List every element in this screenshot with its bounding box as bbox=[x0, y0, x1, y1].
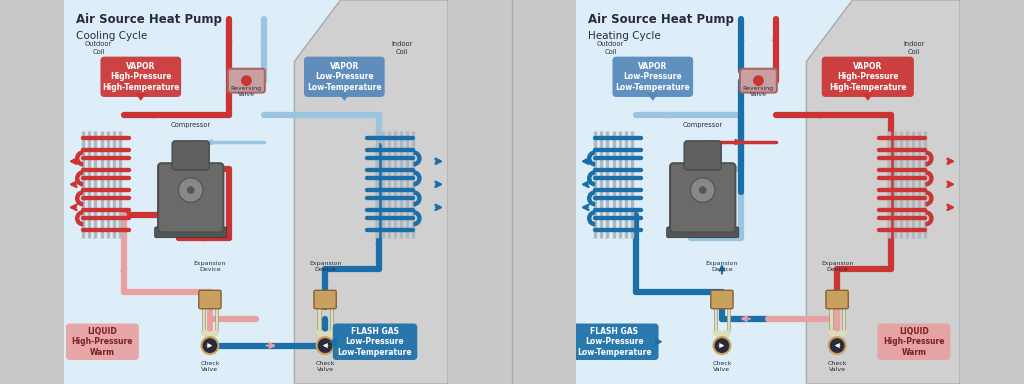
FancyBboxPatch shape bbox=[155, 227, 227, 238]
Text: Check
Valve: Check Valve bbox=[827, 361, 847, 372]
FancyBboxPatch shape bbox=[684, 141, 721, 170]
Bar bbox=[727, 305, 729, 330]
FancyBboxPatch shape bbox=[711, 290, 733, 309]
Circle shape bbox=[714, 337, 730, 354]
Polygon shape bbox=[135, 93, 146, 101]
Bar bbox=[203, 305, 205, 330]
Text: Reversing
Valve: Reversing Valve bbox=[742, 86, 774, 97]
Bar bbox=[842, 305, 845, 330]
FancyBboxPatch shape bbox=[826, 290, 848, 309]
Text: Reversing
Valve: Reversing Valve bbox=[230, 86, 262, 97]
Text: Compressor: Compressor bbox=[683, 122, 723, 128]
Polygon shape bbox=[329, 337, 337, 346]
FancyBboxPatch shape bbox=[172, 141, 209, 170]
Polygon shape bbox=[339, 93, 350, 101]
FancyBboxPatch shape bbox=[667, 227, 739, 238]
Text: Check
Valve: Check Valve bbox=[712, 361, 732, 372]
Circle shape bbox=[753, 75, 764, 86]
FancyBboxPatch shape bbox=[66, 323, 139, 360]
Text: Indoor
Coil: Indoor Coil bbox=[391, 41, 413, 55]
Circle shape bbox=[316, 337, 334, 354]
FancyBboxPatch shape bbox=[878, 323, 950, 360]
Polygon shape bbox=[647, 93, 658, 101]
FancyBboxPatch shape bbox=[228, 69, 265, 93]
FancyBboxPatch shape bbox=[304, 56, 385, 97]
Text: LIQUID
High-Pressure
Warm: LIQUID High-Pressure Warm bbox=[883, 327, 945, 357]
FancyBboxPatch shape bbox=[821, 56, 914, 97]
Circle shape bbox=[698, 186, 707, 194]
Text: Air Source Heat Pump: Air Source Heat Pump bbox=[588, 13, 733, 26]
FancyBboxPatch shape bbox=[314, 290, 336, 309]
Text: Expansion
Device: Expansion Device bbox=[194, 261, 226, 272]
Text: Check
Valve: Check Valve bbox=[315, 361, 335, 372]
Text: Outdoor
Coil: Outdoor Coil bbox=[85, 41, 113, 55]
FancyBboxPatch shape bbox=[158, 163, 223, 232]
Text: FLASH GAS
Low-Pressure
Low-Temperature: FLASH GAS Low-Pressure Low-Temperature bbox=[578, 327, 651, 357]
Polygon shape bbox=[807, 0, 961, 384]
Bar bbox=[829, 305, 833, 330]
Text: VAPOR
High-Pressure
High-Temperature: VAPOR High-Pressure High-Temperature bbox=[829, 62, 906, 92]
Text: Indoor
Coil: Indoor Coil bbox=[903, 41, 925, 55]
Bar bbox=[317, 305, 321, 330]
Bar bbox=[330, 305, 333, 330]
FancyBboxPatch shape bbox=[570, 323, 658, 360]
Circle shape bbox=[202, 337, 218, 354]
Circle shape bbox=[178, 178, 203, 202]
Circle shape bbox=[828, 337, 846, 354]
Text: Compressor: Compressor bbox=[171, 122, 211, 128]
Text: Check
Valve: Check Valve bbox=[200, 361, 220, 372]
Circle shape bbox=[186, 186, 195, 194]
Polygon shape bbox=[862, 93, 873, 101]
Text: LIQUID
High-Pressure
Warm: LIQUID High-Pressure Warm bbox=[72, 327, 133, 357]
Text: FLASH GAS
Low-Pressure
Low-Temperature: FLASH GAS Low-Pressure Low-Temperature bbox=[338, 327, 413, 357]
FancyBboxPatch shape bbox=[740, 69, 777, 93]
Text: Outdoor
Coil: Outdoor Coil bbox=[597, 41, 625, 55]
Text: Expansion
Device: Expansion Device bbox=[309, 261, 341, 272]
FancyBboxPatch shape bbox=[612, 56, 693, 97]
Bar bbox=[215, 305, 218, 330]
Text: VAPOR
Low-Pressure
Low-Temperature: VAPOR Low-Pressure Low-Temperature bbox=[307, 62, 382, 92]
Polygon shape bbox=[295, 0, 449, 384]
Polygon shape bbox=[654, 337, 663, 346]
FancyBboxPatch shape bbox=[100, 56, 181, 97]
Text: Expansion
Device: Expansion Device bbox=[821, 261, 853, 272]
Text: VAPOR
High-Pressure
High-Temperature: VAPOR High-Pressure High-Temperature bbox=[102, 62, 179, 92]
Circle shape bbox=[241, 75, 252, 86]
FancyBboxPatch shape bbox=[670, 163, 735, 232]
Text: Heating Cycle: Heating Cycle bbox=[588, 31, 660, 41]
Text: Expansion
Device: Expansion Device bbox=[706, 261, 738, 272]
FancyBboxPatch shape bbox=[333, 323, 418, 360]
Bar bbox=[715, 305, 717, 330]
Text: VAPOR
Low-Pressure
Low-Temperature: VAPOR Low-Pressure Low-Temperature bbox=[615, 62, 690, 92]
Text: Cooling Cycle: Cooling Cycle bbox=[76, 31, 146, 41]
FancyBboxPatch shape bbox=[199, 290, 221, 309]
Text: Air Source Heat Pump: Air Source Heat Pump bbox=[76, 13, 221, 26]
Circle shape bbox=[690, 178, 715, 202]
